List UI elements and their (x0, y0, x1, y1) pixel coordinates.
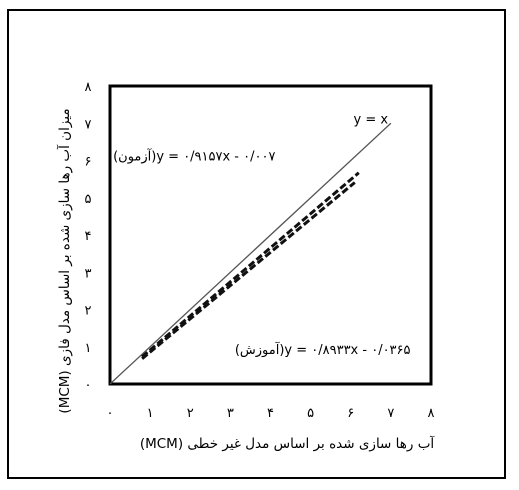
y-tick-label-2: ۲ (85, 304, 92, 319)
x-axis-label: آب رها سازی شده بر اساس مدل غیر خطی (MCM… (140, 435, 436, 452)
series-line-3 (141, 181, 356, 360)
axes (108, 84, 433, 386)
x-tick-label-2: ۲ (187, 406, 194, 421)
y-tick-label-0: ۰ (85, 378, 92, 393)
annotations: y = x (آزمون)y = ۰/۹۱۵۷x - ۰/۰۰۷ (آموزش)y … (113, 112, 410, 358)
y-tick-label-6: ۶ (85, 155, 92, 170)
x-tick-label-1: ۱ (147, 406, 154, 421)
y-tick-label-1: ۱ (85, 341, 92, 356)
plot-area-border (108, 84, 433, 386)
x-tick-label-8: ۸ (428, 406, 435, 421)
series-group (109, 122, 392, 385)
annotation-1: y = x (354, 112, 389, 127)
x-tick-labels: ۰ ۱ ۲ ۳ ۴ ۵ ۶ ۷ ۸ (107, 406, 435, 421)
x-tick-label-5: ۵ (307, 406, 314, 421)
series-line-2 (141, 171, 360, 358)
chart-frame: ۰ ۱ ۲ ۳ ۴ ۵ ۶ ۷ ۸ ۰ ۱ ۲ ۳ ۴ ۵ ۶ ۷ ۸ y = x (آزمون)y = ۰/۹۱… (7, 9, 506, 479)
y-tick-label-5: ۵ (85, 192, 92, 207)
x-tick-label-3: ۳ (227, 406, 234, 421)
x-tick-label-0: ۰ (107, 406, 114, 421)
chart-svg: ۰ ۱ ۲ ۳ ۴ ۵ ۶ ۷ ۸ ۰ ۱ ۲ ۳ ۴ ۵ ۶ ۷ ۸ y = x (آزمون)y = ۰/۹۱… (56, 80, 436, 452)
x-tick-label-4: ۴ (267, 406, 274, 421)
y-axis-label: میزان آب رها سازی شده بر اساس مدل فازی (… (56, 108, 73, 413)
y-tick-label-8: ۸ (85, 80, 92, 95)
annotation-2: (آزمون)y = ۰/۹۱۵۷x - ۰/۰۰۷ (113, 148, 275, 165)
x-tick-label-7: ۷ (387, 406, 394, 421)
series-line-1 (109, 122, 392, 385)
y-tick-label-3: ۳ (85, 266, 92, 281)
y-tick-labels: ۰ ۱ ۲ ۳ ۴ ۵ ۶ ۷ ۸ (85, 80, 92, 393)
y-tick-label-7: ۷ (85, 117, 92, 132)
x-tick-label-6: ۶ (347, 406, 354, 421)
annotation-3: (آموزش)y = ۰/۸۹۳۳x - ۰/۰۳۶۵ (235, 341, 411, 358)
y-tick-label-4: ۴ (85, 229, 92, 244)
